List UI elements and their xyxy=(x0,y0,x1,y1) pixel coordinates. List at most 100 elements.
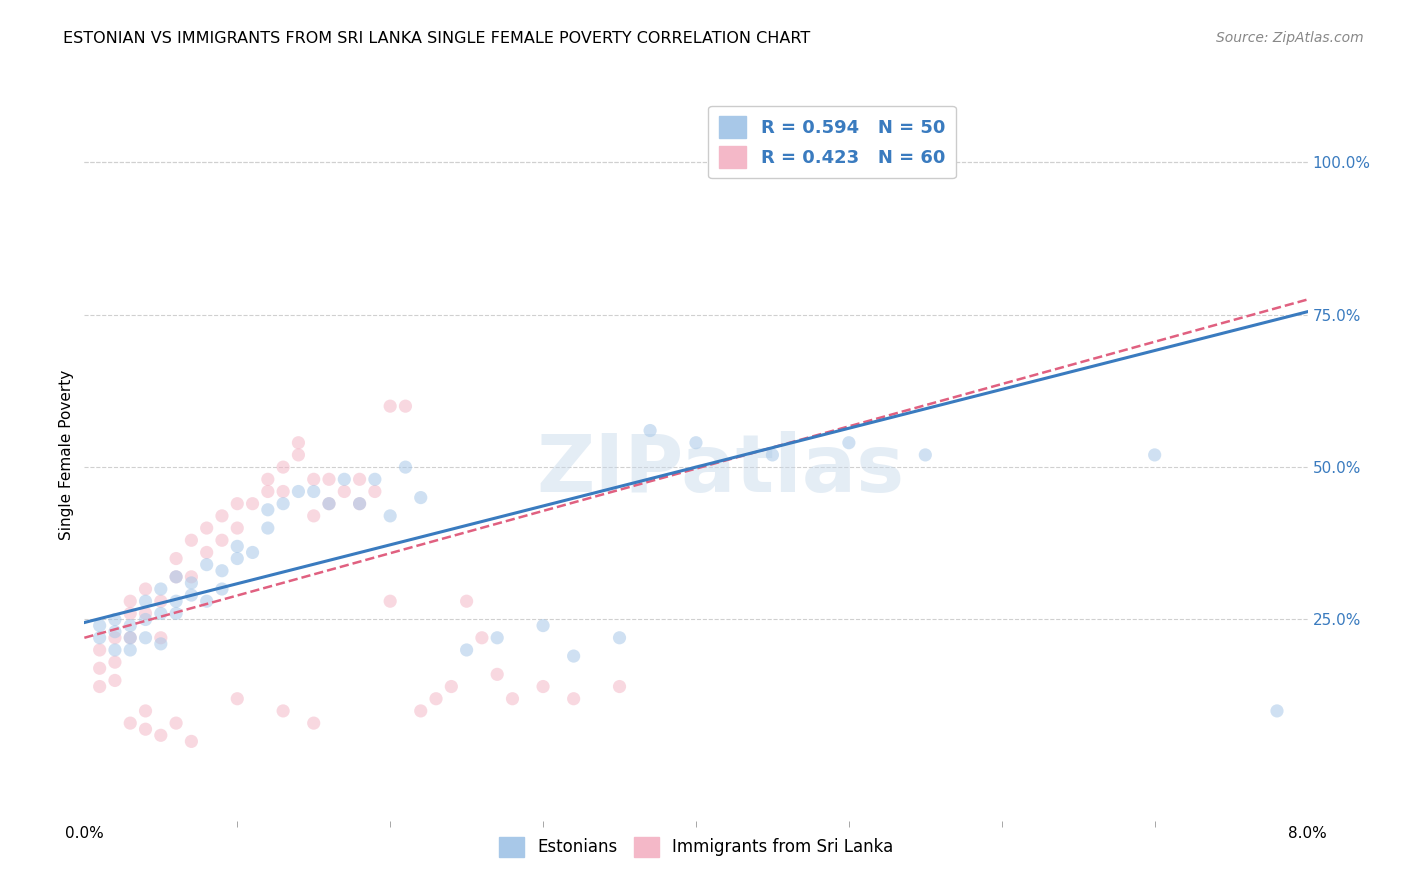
Point xyxy=(120,716,142,731)
Point xyxy=(89,643,111,657)
Point xyxy=(271,704,294,718)
Point xyxy=(104,655,127,669)
Point xyxy=(104,613,127,627)
Point xyxy=(257,503,280,517)
Point xyxy=(180,570,202,584)
Point xyxy=(89,631,111,645)
Point xyxy=(149,728,172,742)
Point xyxy=(271,484,294,499)
Point xyxy=(165,570,187,584)
Point xyxy=(257,521,280,535)
Point xyxy=(302,472,325,486)
Point xyxy=(271,460,294,475)
Point xyxy=(120,631,142,645)
Point xyxy=(562,649,585,664)
Point xyxy=(761,448,783,462)
Point xyxy=(287,435,309,450)
Point xyxy=(104,624,127,639)
Point xyxy=(226,539,249,553)
Point xyxy=(456,643,478,657)
Point xyxy=(180,734,202,748)
Point xyxy=(380,508,402,523)
Point xyxy=(211,564,233,578)
Point xyxy=(135,631,157,645)
Point xyxy=(349,497,371,511)
Point xyxy=(149,631,172,645)
Point xyxy=(364,484,387,499)
Point xyxy=(302,716,325,731)
Point xyxy=(135,594,157,608)
Point xyxy=(165,594,187,608)
Point xyxy=(440,680,463,694)
Point xyxy=(409,491,432,505)
Point xyxy=(180,533,202,548)
Point xyxy=(486,667,509,681)
Point xyxy=(456,594,478,608)
Point xyxy=(685,435,707,450)
Legend: Estonians, Immigrants from Sri Lanka: Estonians, Immigrants from Sri Lanka xyxy=(492,830,900,863)
Point xyxy=(609,680,631,694)
Point xyxy=(226,521,249,535)
Point xyxy=(149,607,172,621)
Point xyxy=(409,704,432,718)
Point xyxy=(638,424,661,438)
Point xyxy=(195,545,218,559)
Point xyxy=(1265,704,1288,718)
Point xyxy=(195,558,218,572)
Point xyxy=(180,588,202,602)
Point xyxy=(104,631,127,645)
Point xyxy=(242,545,264,559)
Point xyxy=(394,460,416,475)
Point xyxy=(287,448,309,462)
Point xyxy=(165,551,187,566)
Point xyxy=(318,497,340,511)
Point xyxy=(135,704,157,718)
Y-axis label: Single Female Poverty: Single Female Poverty xyxy=(59,370,75,540)
Point xyxy=(609,631,631,645)
Point xyxy=(838,435,860,450)
Point xyxy=(242,497,264,511)
Point xyxy=(562,691,585,706)
Point xyxy=(135,607,157,621)
Point xyxy=(89,680,111,694)
Point xyxy=(502,691,524,706)
Point xyxy=(165,607,187,621)
Point xyxy=(120,594,142,608)
Point xyxy=(271,497,294,511)
Point xyxy=(120,607,142,621)
Point xyxy=(486,631,509,645)
Point xyxy=(211,508,233,523)
Point xyxy=(165,716,187,731)
Text: ESTONIAN VS IMMIGRANTS FROM SRI LANKA SINGLE FEMALE POVERTY CORRELATION CHART: ESTONIAN VS IMMIGRANTS FROM SRI LANKA SI… xyxy=(63,31,810,46)
Point xyxy=(120,643,142,657)
Point xyxy=(302,508,325,523)
Point xyxy=(226,551,249,566)
Point xyxy=(149,594,172,608)
Point xyxy=(425,691,447,706)
Point xyxy=(531,680,554,694)
Point xyxy=(318,497,340,511)
Point xyxy=(302,484,325,499)
Point xyxy=(1143,448,1166,462)
Point xyxy=(211,582,233,596)
Point xyxy=(914,448,936,462)
Text: Source: ZipAtlas.com: Source: ZipAtlas.com xyxy=(1216,31,1364,45)
Point xyxy=(135,723,157,737)
Point xyxy=(165,570,187,584)
Point xyxy=(364,472,387,486)
Point xyxy=(180,576,202,591)
Point xyxy=(349,472,371,486)
Text: ZIPatlas: ZIPatlas xyxy=(536,431,904,508)
Point xyxy=(318,472,340,486)
Point xyxy=(257,472,280,486)
Point xyxy=(333,484,356,499)
Point xyxy=(349,497,371,511)
Point xyxy=(195,594,218,608)
Point xyxy=(120,618,142,632)
Point xyxy=(380,399,402,413)
Point xyxy=(226,691,249,706)
Point xyxy=(211,533,233,548)
Point xyxy=(257,484,280,499)
Point xyxy=(380,594,402,608)
Point xyxy=(287,484,309,499)
